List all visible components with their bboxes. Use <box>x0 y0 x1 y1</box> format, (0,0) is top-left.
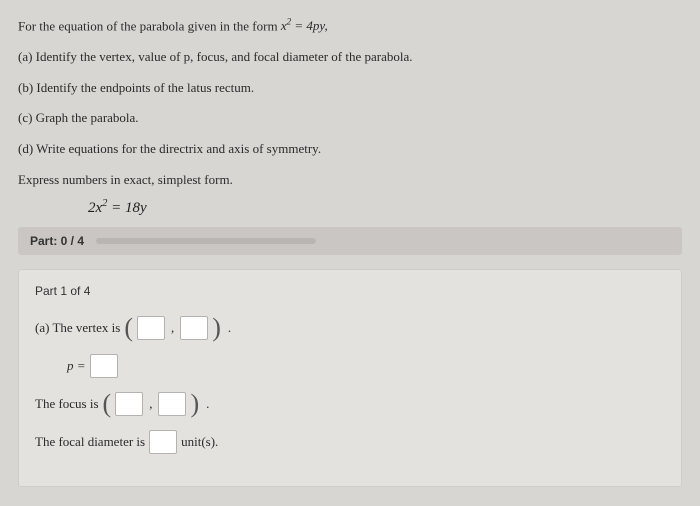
vertex-line: (a) The vertex is ( , ) . <box>35 316 665 340</box>
open-paren: ( <box>124 317 133 339</box>
p-label: p = <box>67 358 86 374</box>
period-2: . <box>206 396 209 412</box>
part-1-panel: Part 1 of 4 (a) The vertex is ( , ) . p … <box>18 269 682 487</box>
problem-statement: For the equation of the parabola given i… <box>0 0 700 217</box>
intro-before: For the equation of the parabola given i… <box>18 18 281 33</box>
focus-y-input[interactable] <box>158 392 186 416</box>
focal-diameter-input[interactable] <box>149 430 177 454</box>
part-d-text: (d) Write equations for the directrix an… <box>18 137 682 162</box>
focal-diameter-line: The focal diameter is unit(s). <box>35 430 665 454</box>
close-paren: ) <box>212 317 221 339</box>
p-line: p = <box>67 354 665 378</box>
open-paren-2: ( <box>103 393 112 415</box>
close-paren-2: ) <box>190 393 199 415</box>
given-equation: 2x2 = 18y <box>88 198 682 217</box>
focal-label-before: The focal diameter is <box>35 434 145 450</box>
period: . <box>228 320 231 336</box>
progress-track <box>96 238 316 244</box>
part-a-text: (a) Identify the vertex, value of p, foc… <box>18 45 682 70</box>
intro-line: For the equation of the parabola given i… <box>18 14 682 39</box>
comma-2: , <box>149 396 152 412</box>
express-note: Express numbers in exact, simplest form. <box>18 168 682 193</box>
part-b-text: (b) Identify the endpoints of the latus … <box>18 76 682 101</box>
focus-label: The focus is <box>35 396 99 412</box>
focus-line: The focus is ( , ) . <box>35 392 665 416</box>
part-c-text: (c) Graph the parabola. <box>18 106 682 131</box>
intro-formula: x2 = 4py, <box>281 18 328 33</box>
vertex-y-input[interactable] <box>180 316 208 340</box>
vertex-x-input[interactable] <box>137 316 165 340</box>
part-1-header: Part 1 of 4 <box>35 284 665 298</box>
progress-bar-container: Part: 0 / 4 <box>18 227 682 255</box>
problem-text-block: For the equation of the parabola given i… <box>18 14 682 192</box>
progress-label: Part: 0 / 4 <box>30 234 84 248</box>
comma: , <box>171 320 174 336</box>
focal-label-after: unit(s). <box>181 434 218 450</box>
focus-x-input[interactable] <box>115 392 143 416</box>
p-input[interactable] <box>90 354 118 378</box>
vertex-label: (a) The vertex is <box>35 320 120 336</box>
